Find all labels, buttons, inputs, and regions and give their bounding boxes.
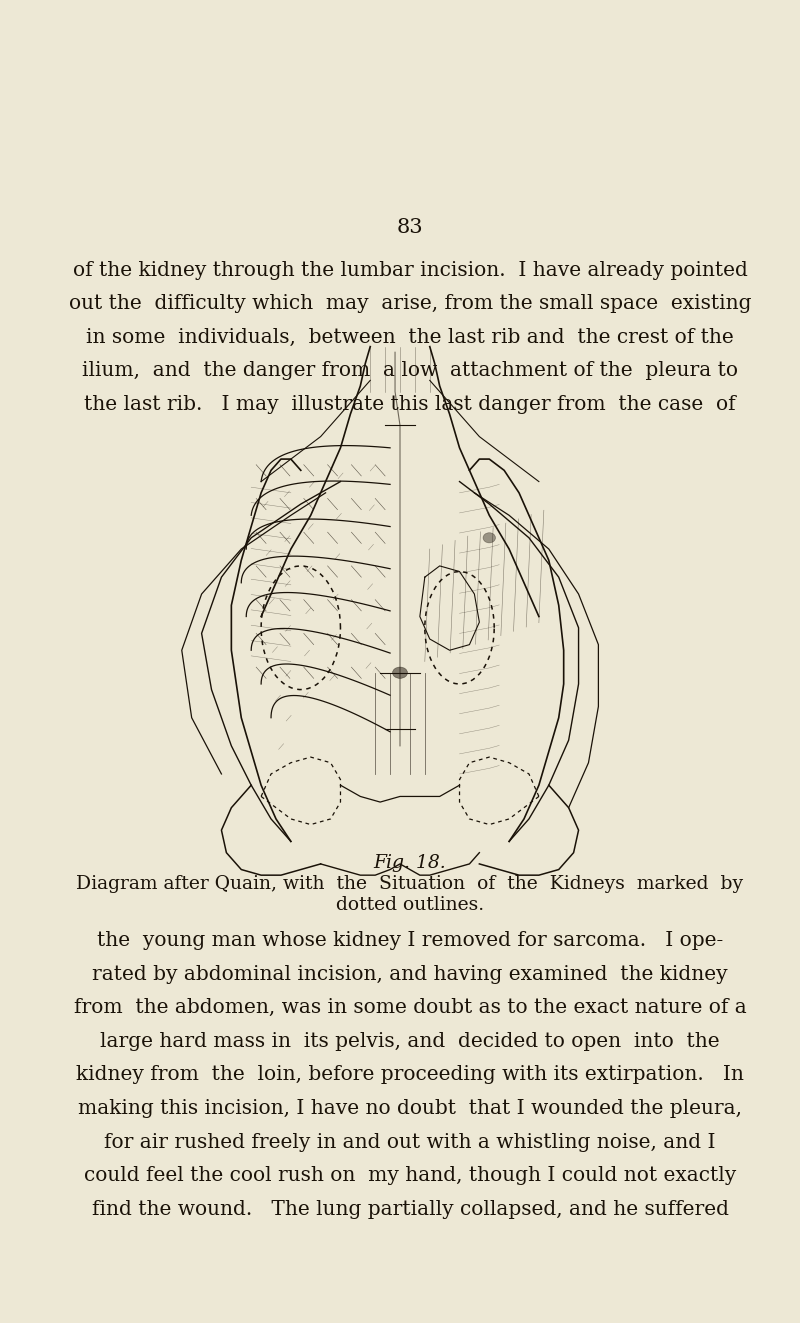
Text: out the  difficulty which  may  arise, from the small space  existing: out the difficulty which may arise, from… <box>69 294 751 314</box>
Text: ilium,  and  the danger from  a low  attachment of the  pleura to: ilium, and the danger from a low attachm… <box>82 361 738 381</box>
Text: the  young man whose kidney I removed for sarcoma.   I ope-: the young man whose kidney I removed for… <box>97 931 723 950</box>
Text: the last rib.   I may  illustrate this last danger from  the case  of: the last rib. I may illustrate this last… <box>84 396 736 414</box>
Text: for air rushed freely in and out with a whistling noise, and I: for air rushed freely in and out with a … <box>104 1132 716 1151</box>
Text: of the kidney through the lumbar incision.  I have already pointed: of the kidney through the lumbar incisio… <box>73 261 747 279</box>
Text: in some  individuals,  between  the last rib and  the crest of the: in some individuals, between the last ri… <box>86 328 734 347</box>
Ellipse shape <box>483 533 495 542</box>
Text: from  the abdomen, was in some doubt as to the exact nature of a: from the abdomen, was in some doubt as t… <box>74 998 746 1017</box>
Text: 83: 83 <box>397 218 423 237</box>
Text: could feel the cool rush on  my hand, though I could not exactly: could feel the cool rush on my hand, tho… <box>84 1167 736 1185</box>
Text: kidney from  the  loin, before proceeding with its extirpation.   In: kidney from the loin, before proceeding … <box>76 1065 744 1085</box>
Text: making this incision, I have no doubt  that I wounded the pleura,: making this incision, I have no doubt th… <box>78 1099 742 1118</box>
Text: Diagram after Quain, with  the  Situation  of  the  Kidneys  marked  by: Diagram after Quain, with the Situation … <box>77 875 743 893</box>
Ellipse shape <box>393 667 407 679</box>
Text: dotted outlines.: dotted outlines. <box>336 896 484 914</box>
Text: find the wound.   The lung partially collapsed, and he suffered: find the wound. The lung partially colla… <box>91 1200 729 1218</box>
Text: rated by abdominal incision, and having examined  the kidney: rated by abdominal incision, and having … <box>92 964 728 983</box>
Text: large hard mass in  its pelvis, and  decided to open  into  the: large hard mass in its pelvis, and decid… <box>100 1032 720 1050</box>
Text: Fig. 18.: Fig. 18. <box>374 853 446 872</box>
